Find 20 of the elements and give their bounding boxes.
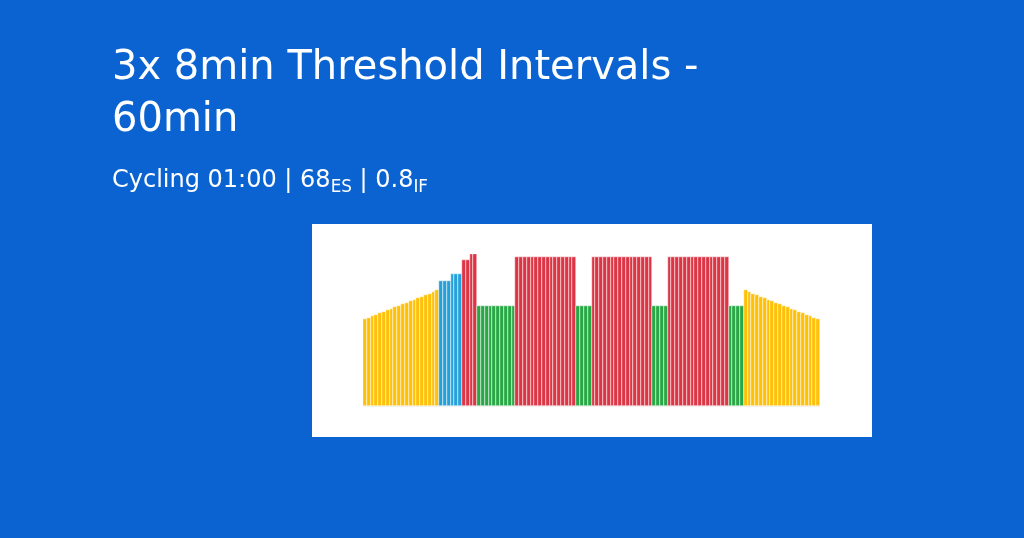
- bar: [743, 289, 748, 406]
- bar: [472, 254, 477, 406]
- bar: [777, 303, 782, 406]
- bar: [750, 293, 755, 406]
- bar: [571, 256, 576, 406]
- chart-subtitle: Cycling 01:00 | 68$_{ES}$ | 0.8$_{IF}$: [112, 165, 429, 197]
- bar: [804, 314, 809, 406]
- bar: [815, 318, 820, 406]
- bar: [781, 305, 786, 406]
- bar: [754, 294, 759, 406]
- bar: [800, 312, 805, 406]
- bar: [762, 297, 767, 406]
- bar: [724, 256, 729, 406]
- bar: [785, 306, 790, 406]
- bar: [792, 309, 797, 406]
- bar: [648, 256, 652, 406]
- chart-title: 3x 8min Threshold Intervals - 60min: [112, 42, 699, 140]
- bar: [811, 317, 816, 406]
- bar: [796, 311, 801, 406]
- bar: [769, 300, 774, 406]
